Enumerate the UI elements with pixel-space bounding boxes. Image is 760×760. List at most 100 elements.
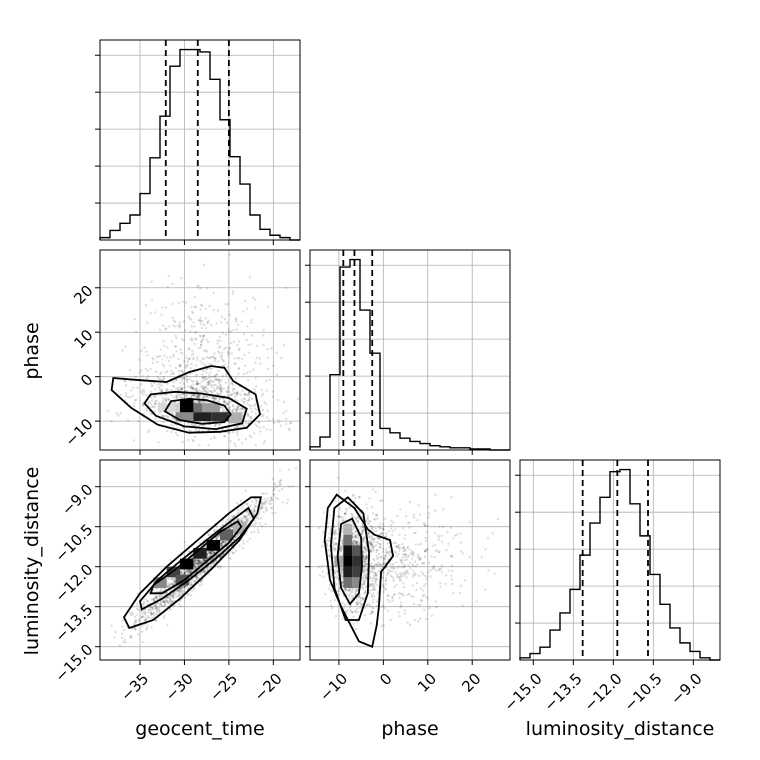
sample-point (228, 431, 231, 435)
sample-point (402, 549, 405, 553)
sample-point (171, 595, 174, 598)
sample-point (425, 617, 428, 621)
sample-point (212, 356, 215, 359)
sample-point (143, 600, 146, 604)
sample-point (193, 435, 197, 439)
sample-point (171, 594, 174, 597)
sample-point (359, 606, 362, 610)
sample-point (171, 302, 174, 305)
sample-point (188, 571, 191, 574)
sample-point (461, 552, 464, 555)
sample-point (423, 574, 426, 577)
sample-point (424, 582, 428, 585)
sample-point (327, 587, 330, 590)
sample-point (140, 615, 143, 619)
sample-point (221, 331, 225, 335)
sample-point (206, 556, 209, 559)
sample-point (264, 506, 268, 509)
sample-point (178, 324, 182, 328)
sample-point (200, 341, 203, 344)
sample-point (190, 393, 193, 396)
sample-point (193, 342, 196, 346)
sample-point (170, 340, 174, 343)
sample-point (365, 560, 368, 563)
sample-point (203, 387, 206, 390)
sample-point (192, 388, 195, 391)
sample-point (234, 536, 237, 539)
sample-point (390, 563, 393, 566)
sample-point (367, 531, 371, 534)
sample-point (459, 532, 462, 535)
sample-point (202, 570, 205, 573)
sample-point (325, 539, 329, 542)
sample-point (364, 591, 367, 594)
sample-point (333, 547, 337, 550)
sample-point (162, 421, 165, 424)
sample-point (236, 425, 239, 428)
sample-point (399, 558, 402, 562)
sample-point (214, 378, 218, 381)
sample-point (196, 380, 199, 383)
sample-point (382, 571, 385, 575)
sample-point (184, 365, 188, 368)
sample-point (234, 362, 237, 365)
sample-point (179, 348, 182, 351)
sample-point (190, 569, 193, 572)
sample-point (247, 393, 250, 397)
sample-point (322, 540, 325, 544)
sample-point (241, 442, 244, 445)
sample-point (223, 364, 226, 367)
sample-point (422, 562, 425, 565)
sample-point (153, 402, 157, 406)
sample-point (219, 555, 222, 559)
sample-point (398, 572, 402, 575)
sample-point (195, 565, 198, 568)
sample-point (172, 594, 175, 597)
sample-point (248, 419, 252, 422)
sample-point (214, 423, 217, 427)
sample-point (265, 428, 268, 431)
sample-point (165, 400, 168, 403)
sample-point (377, 561, 380, 564)
sample-point (214, 397, 217, 400)
sample-point (153, 401, 156, 404)
sample-point (275, 373, 279, 376)
sample-point (225, 402, 228, 406)
sample-point (249, 407, 253, 410)
sample-point (372, 583, 375, 587)
sample-point (174, 431, 178, 434)
y-tick-label: −13.5 (51, 600, 96, 645)
sample-point (337, 593, 340, 596)
sample-point (250, 397, 254, 401)
sample-point (219, 390, 222, 393)
sample-point (340, 567, 343, 571)
sample-point (378, 538, 381, 541)
sample-point (236, 533, 240, 536)
sample-point (213, 389, 217, 392)
sample-point (418, 513, 422, 516)
sample-point (151, 606, 154, 609)
sample-point (255, 385, 258, 388)
sample-point (217, 385, 220, 388)
sample-point (190, 362, 193, 366)
sample-point (240, 398, 243, 402)
sample-point (223, 317, 227, 321)
sample-point (220, 541, 223, 544)
sample-point (196, 382, 199, 386)
sample-point (197, 573, 201, 576)
x-label-luminosity-distance: luminosity_distance (526, 718, 715, 740)
sample-point (196, 559, 199, 563)
sample-point (126, 419, 130, 422)
sample-point (235, 409, 238, 412)
sample-point (399, 575, 402, 578)
sample-point (433, 543, 437, 547)
sample-point (341, 601, 344, 605)
sample-point (199, 308, 202, 311)
sample-point (459, 550, 463, 553)
sample-point (170, 599, 173, 603)
sample-point (236, 512, 239, 515)
sample-point (157, 609, 161, 612)
sample-point (185, 366, 188, 370)
sample-point (144, 611, 147, 614)
sample-point (253, 432, 256, 435)
